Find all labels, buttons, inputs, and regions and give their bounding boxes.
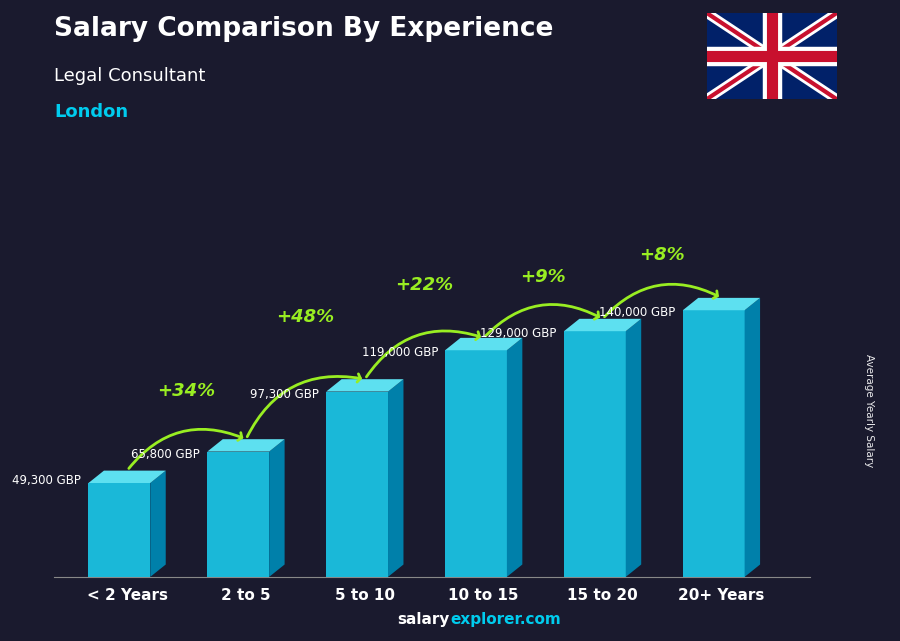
Polygon shape	[207, 451, 269, 577]
Polygon shape	[507, 338, 522, 577]
Text: 129,000 GBP: 129,000 GBP	[481, 327, 557, 340]
Text: Salary Comparison By Experience: Salary Comparison By Experience	[54, 16, 554, 42]
Polygon shape	[744, 298, 760, 577]
Text: 140,000 GBP: 140,000 GBP	[599, 306, 676, 319]
Text: +9%: +9%	[520, 268, 566, 286]
Polygon shape	[207, 439, 284, 451]
Text: 97,300 GBP: 97,300 GBP	[250, 388, 320, 401]
Text: 49,300 GBP: 49,300 GBP	[13, 474, 81, 487]
Polygon shape	[683, 310, 744, 577]
Polygon shape	[564, 319, 641, 331]
Polygon shape	[88, 470, 166, 483]
Text: +22%: +22%	[395, 276, 454, 294]
Polygon shape	[150, 470, 166, 577]
Text: salary: salary	[398, 612, 450, 627]
Polygon shape	[626, 319, 641, 577]
Text: explorer.com: explorer.com	[450, 612, 561, 627]
Polygon shape	[564, 331, 625, 577]
Polygon shape	[446, 338, 522, 350]
Text: 119,000 GBP: 119,000 GBP	[362, 346, 438, 359]
Polygon shape	[326, 392, 388, 577]
Polygon shape	[88, 483, 150, 577]
Text: Average Yearly Salary: Average Yearly Salary	[863, 354, 874, 467]
Polygon shape	[388, 379, 403, 577]
Polygon shape	[683, 298, 760, 310]
Text: London: London	[54, 103, 128, 121]
Text: Legal Consultant: Legal Consultant	[54, 67, 205, 85]
Polygon shape	[446, 350, 507, 577]
Text: +48%: +48%	[276, 308, 335, 326]
Text: +8%: +8%	[639, 246, 685, 264]
Polygon shape	[269, 439, 284, 577]
Text: 65,800 GBP: 65,800 GBP	[131, 447, 200, 460]
Polygon shape	[326, 379, 403, 392]
Text: +34%: +34%	[158, 382, 216, 400]
